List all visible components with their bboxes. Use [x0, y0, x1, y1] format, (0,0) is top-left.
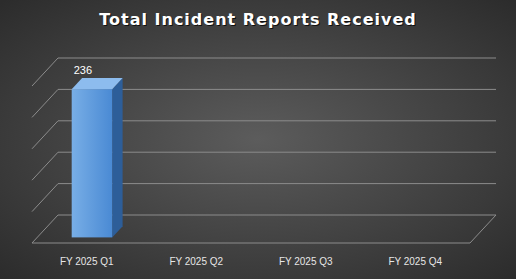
bar-front: [72, 89, 113, 237]
data-labels: 236: [74, 64, 92, 76]
title: Total Incident Reports Received: [99, 10, 416, 29]
data-label: 236: [74, 64, 92, 76]
bar-side: [112, 78, 122, 237]
bar-top: [72, 78, 123, 89]
x-tick-label: FY 2025 Q3: [279, 256, 333, 267]
x-tick-label: FY 2025 Q2: [169, 256, 223, 267]
bar: [72, 78, 123, 237]
grid: [32, 58, 496, 243]
x-tick-label: FY 2025 Q4: [388, 256, 442, 267]
chart: Total Incident Reports ReceivedTotal Inc…: [0, 0, 516, 279]
chart-container: Total Incident Reports ReceivedTotal Inc…: [0, 0, 516, 279]
x-tick-label: FY 2025 Q1: [60, 256, 114, 267]
x-axis-labels: FY 2025 Q1 FY 2025 Q2 FY 2025 Q3 FY 2025 Q4: [60, 256, 443, 267]
title-shadow: Total Incident Reports Received: [100, 11, 417, 30]
bars: [72, 78, 123, 237]
background: [0, 0, 516, 279]
